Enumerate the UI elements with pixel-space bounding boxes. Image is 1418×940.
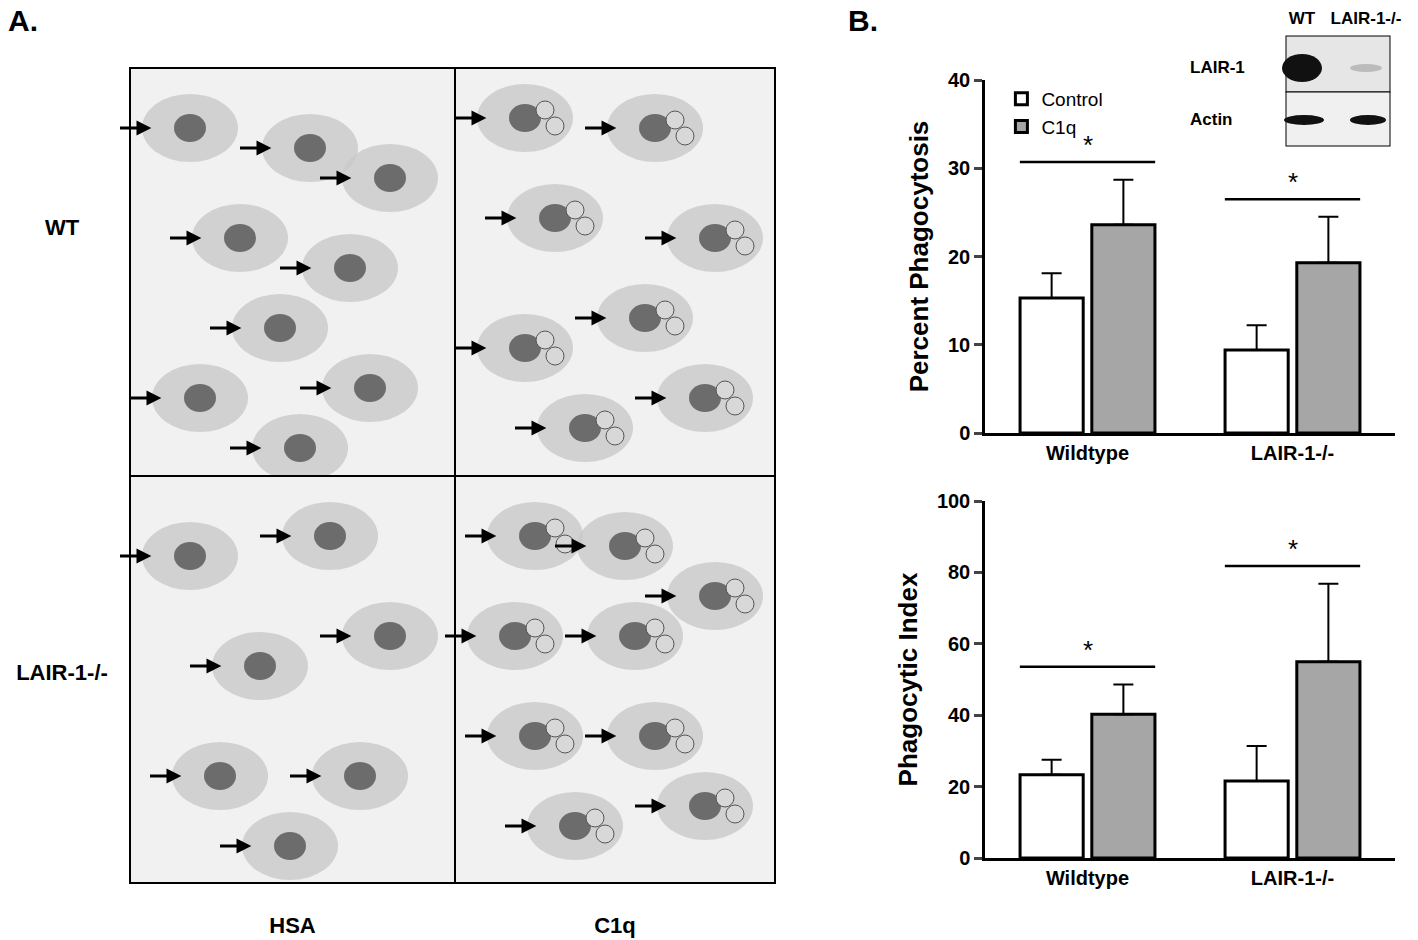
svg-text:Wildtype: Wildtype bbox=[1046, 442, 1129, 464]
svg-text:LAIR-1-/-: LAIR-1-/- bbox=[1331, 9, 1402, 28]
svg-text:20: 20 bbox=[948, 246, 970, 268]
svg-text:10: 10 bbox=[948, 334, 970, 356]
svg-text:Actin: Actin bbox=[1190, 110, 1233, 129]
svg-text:LAIR-1-/-: LAIR-1-/- bbox=[16, 660, 108, 685]
svg-text:*: * bbox=[1288, 534, 1298, 564]
svg-text:Percent Phagocytosis: Percent Phagocytosis bbox=[904, 121, 934, 393]
svg-text:60: 60 bbox=[948, 633, 970, 655]
svg-text:HSA: HSA bbox=[269, 913, 316, 938]
svg-text:C1q: C1q bbox=[1041, 117, 1076, 138]
svg-text:Phagocytic Index: Phagocytic Index bbox=[893, 572, 923, 786]
svg-text:LAIR-1-/-: LAIR-1-/- bbox=[1251, 867, 1334, 889]
svg-text:Wildtype: Wildtype bbox=[1046, 867, 1129, 889]
svg-text:100: 100 bbox=[937, 490, 970, 512]
svg-text:0: 0 bbox=[959, 422, 970, 444]
svg-text:40: 40 bbox=[948, 69, 970, 91]
svg-text:40: 40 bbox=[948, 704, 970, 726]
svg-text:80: 80 bbox=[948, 561, 970, 583]
svg-text:Control: Control bbox=[1041, 89, 1102, 110]
svg-text:*: * bbox=[1288, 167, 1298, 197]
svg-text:WT: WT bbox=[1289, 9, 1316, 28]
svg-text:30: 30 bbox=[948, 157, 970, 179]
svg-text:0: 0 bbox=[959, 847, 970, 869]
svg-text:*: * bbox=[1083, 635, 1093, 665]
svg-text:LAIR-1-/-: LAIR-1-/- bbox=[1251, 442, 1334, 464]
html-text:A.: A. bbox=[8, 4, 38, 37]
svg-text:LAIR-1: LAIR-1 bbox=[1190, 58, 1245, 77]
svg-text:20: 20 bbox=[948, 776, 970, 798]
svg-text:C1q: C1q bbox=[594, 913, 636, 938]
svg-text:*: * bbox=[1083, 130, 1093, 160]
html-text:B.: B. bbox=[848, 4, 878, 37]
svg-text:WT: WT bbox=[45, 215, 80, 240]
